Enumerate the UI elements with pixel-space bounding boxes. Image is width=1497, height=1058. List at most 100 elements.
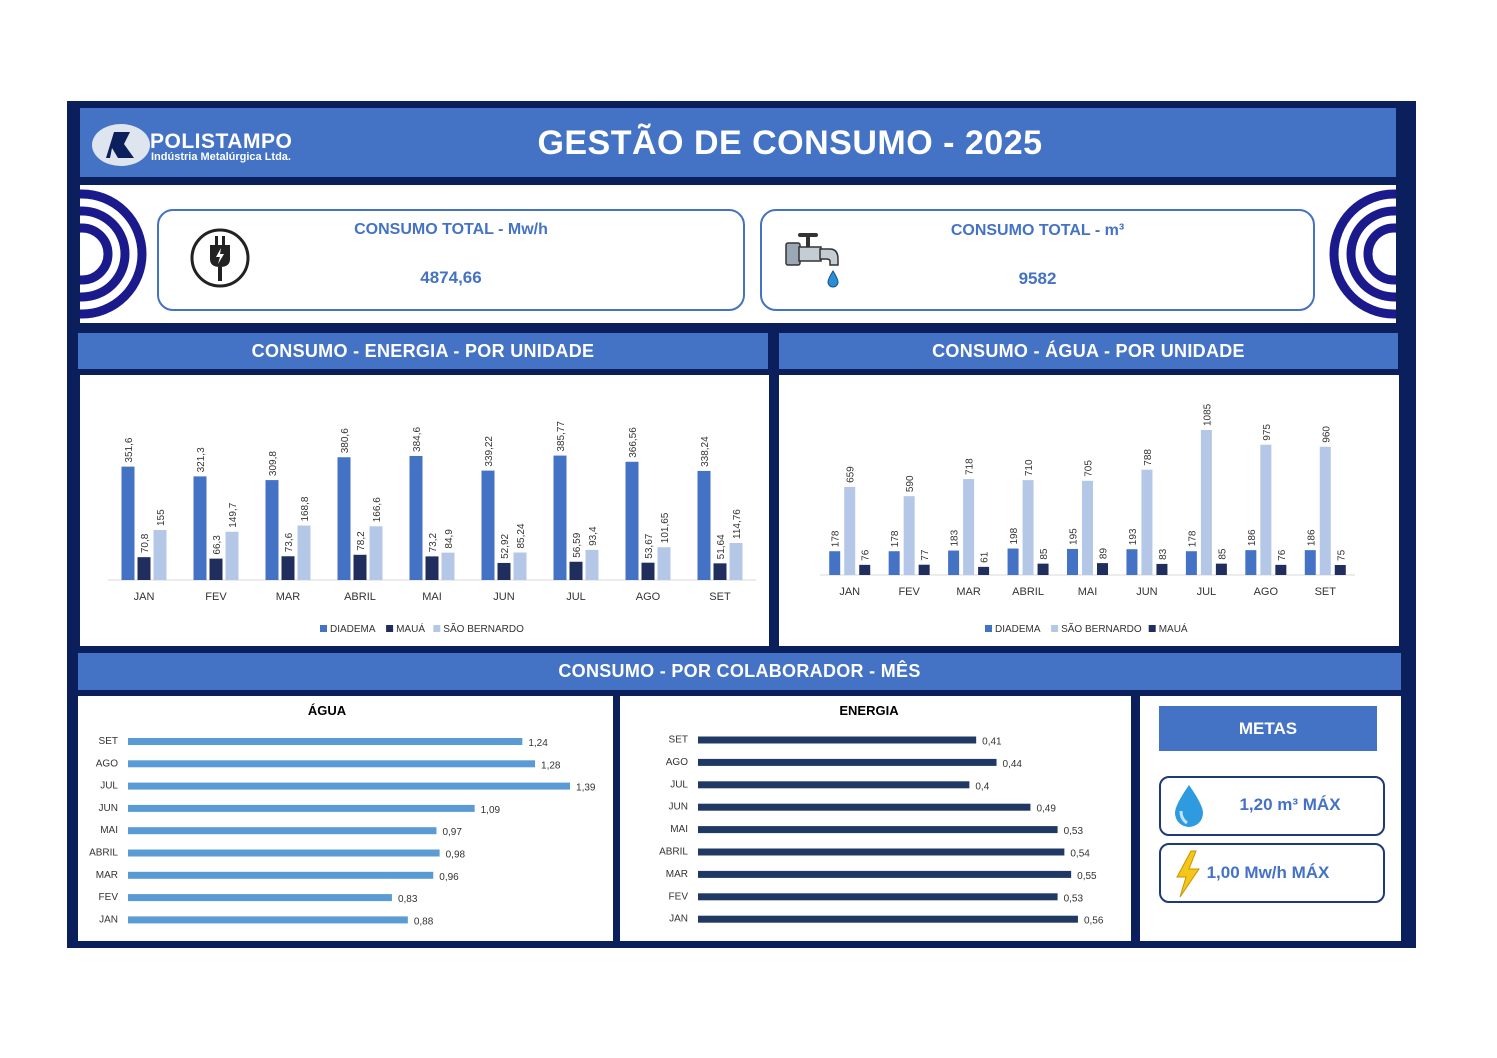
energy-by-unit-title: CONSUMO - ENERGIA - POR UNIDADE — [78, 333, 768, 369]
data-label: 788 — [1143, 449, 1154, 466]
bar-sao-bernardo-ago — [1260, 444, 1272, 575]
data-label: 309,8 — [268, 451, 279, 476]
logo-k-icon — [106, 132, 134, 158]
energia-colab-panel: ENERGIA SET 0,41 AGO 0,44 JUL 0,4 JUN 0,49 MAI 0,5… — [620, 696, 1131, 941]
data-label: 351,6 — [124, 437, 135, 462]
data-label: 77 — [920, 549, 931, 561]
legend-swatch-diadema — [320, 625, 327, 632]
bar-sao-bernardo-mai — [441, 552, 455, 580]
bar-sao-bernardo-jun — [1141, 469, 1153, 575]
data-label: 85 — [1217, 548, 1228, 560]
bar-maua-jan — [859, 564, 871, 575]
legend-swatch-sao-bernardo — [433, 625, 441, 632]
data-label: 84,9 — [444, 529, 455, 549]
data-label: 155 — [156, 509, 167, 526]
bar-maua-jan — [137, 557, 151, 580]
data-label: 73,2 — [428, 532, 439, 552]
data-label: 0,98 — [446, 850, 466, 861]
y-tick-label: MAR — [96, 870, 118, 881]
data-label: 75 — [1336, 549, 1347, 561]
kpi-water-card: CONSUMO TOTAL - m³ 9582 — [760, 209, 1315, 311]
bar-diadema-jun — [481, 470, 495, 580]
meta-water-card: 1,20 m³ MÁX — [1159, 776, 1385, 836]
bar-diadema-set — [697, 470, 711, 580]
bar-fev — [698, 893, 1058, 901]
bar-abril — [128, 849, 440, 857]
bar-sao-bernardo-jun — [513, 552, 527, 580]
data-label: 166,6 — [372, 497, 383, 522]
bar-jan — [698, 915, 1078, 923]
agua-colab-panel: ÁGUA SET 1,24 AGO 1,28 JUL 1,39 JUN 1,09 MAI 0,97 A… — [78, 696, 613, 941]
x-tick-label: JUL — [1197, 586, 1217, 598]
bar-sao-bernardo-mai — [1082, 480, 1093, 575]
x-tick-label: SET — [1315, 586, 1337, 598]
meta-energy-text: 1,00 Mw/h MÁX — [1206, 863, 1330, 882]
bar-set — [128, 738, 523, 745]
y-tick-label: JUN — [99, 803, 118, 814]
bar-maua-abril — [1037, 563, 1049, 575]
bar-fev — [128, 894, 392, 902]
data-label: 183 — [950, 529, 961, 546]
bar-mar — [698, 870, 1072, 878]
bar-diadema-jul — [553, 455, 567, 580]
legend-label-sao-bernardo: SÃO BERNARDO — [1061, 622, 1142, 635]
bar-sao-bernardo-abril — [1022, 480, 1034, 575]
bar-mai — [128, 827, 437, 835]
water-unit-chart: 178 659 76 JAN 178 590 77 FEV 183 718 61 MAR 198 710 8… — [820, 403, 1355, 635]
metas-title: METAS — [1159, 706, 1377, 751]
kpi-water-label: CONSUMO TOTAL - m³ — [950, 222, 1125, 239]
bar-maua-fev — [209, 558, 223, 580]
data-label: 339,22 — [484, 436, 495, 467]
kpi-energy-value: 4874,66 — [420, 268, 482, 287]
bar-mai — [698, 826, 1058, 834]
bar-diadema-mar — [948, 550, 960, 575]
x-tick-label: MAI — [1078, 586, 1098, 598]
data-label: 66,3 — [212, 535, 223, 555]
bar-maua-mai — [1097, 563, 1108, 575]
y-tick-label: JAN — [669, 914, 688, 925]
y-tick-label: MAI — [670, 824, 688, 835]
bar-diadema-jun — [1126, 549, 1138, 575]
data-label: 52,92 — [500, 533, 511, 558]
data-label: 0,88 — [414, 916, 434, 927]
bar-diadema-mai — [1067, 548, 1078, 575]
data-label: 380,6 — [340, 428, 351, 453]
y-tick-label: SET — [669, 735, 688, 746]
y-tick-label: MAI — [100, 825, 118, 836]
data-label: 659 — [846, 466, 857, 483]
bar-maua-jun — [1156, 563, 1168, 575]
bar-sao-bernardo-fev — [903, 496, 915, 575]
data-label: 53,67 — [644, 533, 655, 558]
data-label: 0,53 — [1064, 826, 1084, 837]
meta-energy-card: 1,00 Mw/h MÁX — [1159, 843, 1385, 903]
data-label: 186 — [1247, 529, 1258, 546]
y-tick-label: JUL — [670, 779, 688, 790]
water-drop-icon — [1175, 785, 1203, 827]
data-label: 149,7 — [228, 502, 239, 527]
plug-icon — [190, 228, 250, 288]
data-label: 1,28 — [541, 760, 561, 771]
bar-diadema-abril — [337, 457, 351, 580]
bar-ago — [698, 758, 997, 766]
legend-label-diadema: DIADEMA — [330, 624, 376, 635]
data-label: 0,96 — [439, 872, 459, 883]
bar-diadema-jan — [121, 466, 135, 580]
data-label: 193 — [1128, 528, 1139, 545]
data-label: 186 — [1306, 529, 1317, 546]
agua-colab-chart: ÁGUA SET 1,24 AGO 1,28 JUL 1,39 JUN 1,09 MAI 0,97 A… — [89, 703, 596, 927]
x-tick-label: MAR — [956, 586, 981, 598]
page-title: GESTÃO DE CONSUMO - 2025 — [537, 124, 1043, 162]
x-tick-label: MAR — [276, 591, 301, 603]
bar-jun — [698, 803, 1031, 811]
bar-sao-bernardo-set — [729, 542, 743, 580]
bar-maua-jul — [1215, 563, 1227, 575]
water-by-unit-title: CONSUMO - ÁGUA - POR UNIDADE — [779, 333, 1398, 369]
x-tick-label: JAN — [134, 591, 155, 603]
energia-colab-chart: ENERGIA SET 0,41 AGO 0,44 JUL 0,4 JUN 0,49 MAI 0,5… — [659, 703, 1104, 927]
data-label: 101,65 — [660, 512, 671, 543]
bar-sao-bernardo-mar — [963, 479, 975, 575]
data-label: 195 — [1069, 528, 1080, 545]
energy-unit-chart: 351,6 70,8 155 JAN 321,3 66,3 149,7 FEV 309,8 73,… — [108, 421, 756, 635]
bar-sao-bernardo-mar — [297, 525, 311, 580]
kpi-energy-label: CONSUMO TOTAL - Mw/h — [354, 221, 548, 238]
